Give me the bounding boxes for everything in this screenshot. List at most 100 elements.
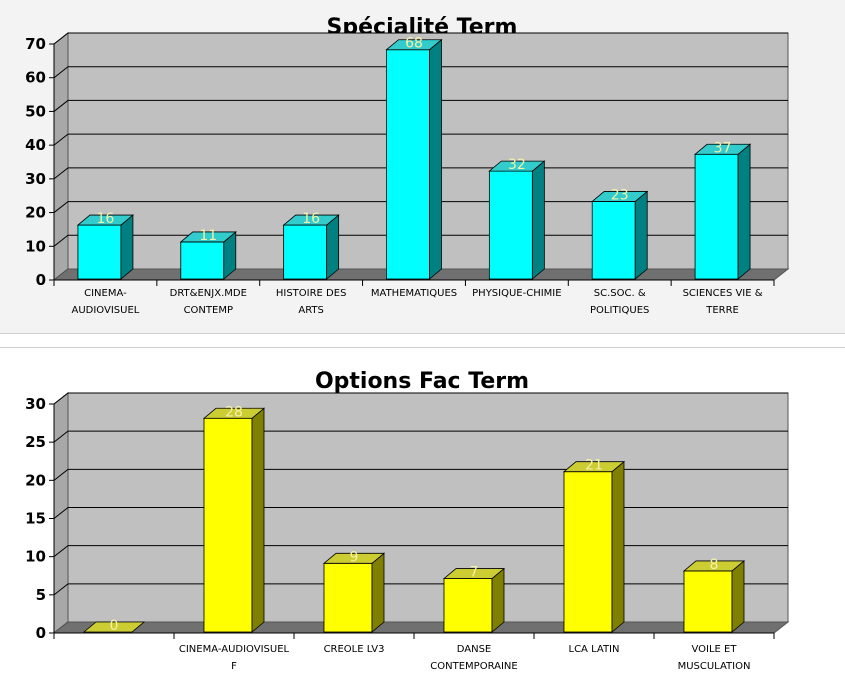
bar-front	[323, 562, 373, 633]
data-label: 11	[199, 228, 217, 244]
gridline	[53, 468, 788, 481]
bar	[442, 567, 506, 633]
x-tick-label: DRT&ENJX.MDE CONTEMP	[170, 288, 247, 316]
data-label: 37	[714, 140, 732, 156]
x-tick-label: VOILE ET MUSCULATION	[678, 644, 751, 672]
y-tick-label: 10	[25, 548, 46, 566]
bar-side	[491, 567, 505, 633]
bar-top	[442, 568, 506, 579]
bar	[282, 214, 340, 280]
bar	[682, 560, 746, 633]
bar	[202, 407, 266, 633]
bar-top	[693, 143, 752, 155]
bar	[562, 460, 626, 633]
bar-top	[322, 552, 386, 564]
plot-side-wall	[53, 31, 69, 282]
bar-side	[251, 407, 265, 633]
bar-top	[385, 39, 443, 51]
x-tick-label: MATHEMATIQUES	[371, 288, 457, 299]
bar-front	[386, 49, 430, 280]
chart-panel-specialite: Spécialité Term 0 10 20 30 40 50 60 70 16 11 16 68 32…	[0, 0, 845, 334]
x-tick-label: DANSE CONTEMPORAINE	[430, 644, 517, 672]
chart-options: Options Fac Term 0 5 10 15 20 25 30 0 28 9 7 21 8 CINE…	[25, 369, 790, 672]
bar-side	[371, 552, 385, 633]
x-tick-label: HISTOIRE DES ARTS	[276, 288, 347, 316]
bar-front	[591, 201, 636, 280]
bar-side	[611, 460, 625, 633]
bar	[488, 160, 546, 280]
data-label: 21	[585, 458, 603, 474]
bar-top	[562, 461, 626, 473]
data-label: 9	[350, 549, 359, 565]
data-label: 0	[110, 618, 119, 634]
bar	[385, 38, 443, 280]
bar-top	[202, 407, 266, 419]
x-tick-label: CINEMA-AUDIOVISUEL	[71, 288, 139, 316]
bar-side	[326, 214, 340, 280]
gridline	[53, 133, 788, 146]
bar-front	[180, 241, 225, 280]
data-label: 7	[470, 565, 479, 581]
y-tick-label: 10	[25, 237, 46, 255]
gridline	[53, 167, 788, 180]
y-tick-label: 70	[25, 35, 46, 53]
bar-side	[737, 143, 751, 280]
y-tick-label: 15	[25, 510, 46, 528]
plot-floor	[52, 621, 790, 634]
data-label: 68	[405, 36, 423, 52]
y-tick-label: 25	[25, 433, 46, 451]
bar	[322, 552, 386, 633]
bar-side	[731, 560, 745, 633]
gridline	[53, 545, 788, 558]
x-tick-label: PHYSIQUE-CHIMIE	[472, 288, 561, 299]
bar-front	[488, 170, 533, 280]
gridline	[53, 430, 788, 443]
y-tick-label: 0	[36, 271, 46, 289]
gridline	[53, 201, 788, 213]
bar	[76, 214, 135, 280]
data-label: 8	[710, 557, 719, 573]
bar-front	[694, 153, 739, 280]
bar-top	[76, 214, 135, 226]
bar-side	[634, 190, 648, 280]
panel-divider	[0, 334, 845, 346]
data-label: 28	[225, 404, 243, 420]
gridline	[53, 234, 788, 247]
bar-top	[682, 560, 746, 572]
bar	[693, 143, 752, 280]
bar	[591, 190, 649, 280]
y-tick-label: 60	[25, 69, 46, 87]
data-label: 32	[508, 157, 526, 173]
bar-front	[443, 578, 493, 633]
gridline	[53, 583, 788, 596]
chart-title: Options Fac Term	[315, 369, 529, 394]
bar-side	[429, 38, 442, 280]
y-tick-label: 30	[25, 170, 46, 188]
y-tick-label: 0	[36, 624, 46, 642]
bar-front	[203, 417, 253, 633]
x-tick-label: SC.SOC. & POLITIQUES	[590, 288, 649, 316]
bar-side	[531, 160, 545, 280]
y-tick-label: 40	[25, 136, 46, 154]
data-label: 16	[302, 211, 320, 227]
bar-top	[179, 231, 237, 243]
gridline	[53, 507, 788, 519]
bar-side	[120, 214, 134, 280]
bar-front	[77, 224, 122, 280]
bar-top	[591, 191, 649, 202]
x-tick-label: LCA LATIN	[569, 644, 620, 655]
y-tick-label: 5	[36, 586, 46, 604]
bar	[82, 621, 146, 633]
chart-panel-options: Options Fac Term 0 5 10 15 20 25 30 0 28 9 7 21 8 CINE…	[0, 347, 845, 679]
bar-front	[283, 224, 328, 280]
gridline	[53, 66, 788, 79]
bar	[179, 231, 237, 280]
x-tick-label: CINEMA-AUDIOVISUEL F	[179, 644, 290, 672]
bar-top	[282, 214, 340, 226]
x-tick-label: CREOLE LV3	[324, 644, 385, 655]
chart-specialite: Spécialité Term0102030405060701611166832…	[25, 15, 790, 316]
gridline	[53, 32, 788, 45]
gridline	[53, 392, 788, 405]
data-label: 16	[97, 211, 115, 227]
bar-top	[488, 160, 546, 172]
